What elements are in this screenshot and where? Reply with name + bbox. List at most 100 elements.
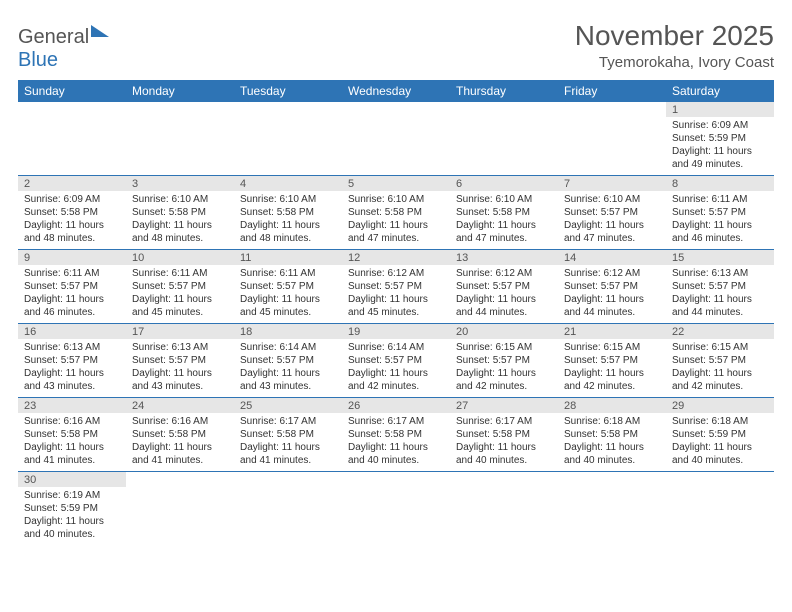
day-number: 24 [132, 400, 144, 412]
day-number: 6 [456, 178, 462, 190]
day-daylight1: Daylight: 11 hours [348, 219, 444, 232]
day-content-cell: Sunrise: 6:11 AMSunset: 5:57 PMDaylight:… [18, 265, 126, 324]
day-number: 13 [456, 252, 468, 264]
day-content-cell: Sunrise: 6:12 AMSunset: 5:57 PMDaylight:… [558, 265, 666, 324]
day-daylight1: Daylight: 11 hours [672, 293, 768, 306]
day-daylight1: Daylight: 11 hours [456, 293, 552, 306]
day-number: 5 [348, 178, 354, 190]
day-number: 16 [24, 326, 36, 338]
day-sunset: Sunset: 5:58 PM [240, 428, 336, 441]
day-daylight2: and 47 minutes. [564, 232, 660, 245]
day-daylight1: Daylight: 11 hours [456, 367, 552, 380]
day-daylight2: and 40 minutes. [24, 528, 120, 541]
day-sunset: Sunset: 5:58 PM [456, 206, 552, 219]
day-sunrise: Sunrise: 6:11 AM [240, 267, 336, 280]
day-number: 14 [564, 252, 576, 264]
logo-sail-icon [91, 25, 109, 37]
day-number: 4 [240, 178, 246, 190]
day-daylight1: Daylight: 11 hours [456, 441, 552, 454]
day-daylight2: and 41 minutes. [24, 454, 120, 467]
day-daylight2: and 42 minutes. [456, 380, 552, 393]
day-sunset: Sunset: 5:59 PM [672, 132, 768, 145]
day-content-cell: Sunrise: 6:16 AMSunset: 5:58 PMDaylight:… [18, 413, 126, 472]
day-number-cell: 29 [666, 398, 774, 414]
day-sunset: Sunset: 5:57 PM [240, 354, 336, 367]
day-number: 8 [672, 178, 678, 190]
day-sunrise: Sunrise: 6:18 AM [672, 415, 768, 428]
day-header: Wednesday [342, 80, 450, 102]
day-sunrise: Sunrise: 6:15 AM [564, 341, 660, 354]
day-sunrise: Sunrise: 6:09 AM [24, 193, 120, 206]
day-number: 18 [240, 326, 252, 338]
day-sunrise: Sunrise: 6:14 AM [348, 341, 444, 354]
day-sunset: Sunset: 5:57 PM [564, 354, 660, 367]
day-number-cell: 8 [666, 176, 774, 192]
day-number-cell [234, 102, 342, 117]
day-number: 19 [348, 326, 360, 338]
day-daylight2: and 43 minutes. [132, 380, 228, 393]
day-sunrise: Sunrise: 6:11 AM [24, 267, 120, 280]
day-content-cell: Sunrise: 6:15 AMSunset: 5:57 PMDaylight:… [450, 339, 558, 398]
day-header-row: Sunday Monday Tuesday Wednesday Thursday… [18, 80, 774, 102]
day-number-cell [342, 102, 450, 117]
day-sunrise: Sunrise: 6:12 AM [348, 267, 444, 280]
day-daylight2: and 43 minutes. [240, 380, 336, 393]
day-daylight1: Daylight: 11 hours [564, 293, 660, 306]
title-block: November 2025 Tyemorokaha, Ivory Coast [575, 20, 774, 71]
day-sunrise: Sunrise: 6:11 AM [672, 193, 768, 206]
day-sunrise: Sunrise: 6:16 AM [24, 415, 120, 428]
day-number-cell: 1 [666, 102, 774, 117]
day-daylight2: and 41 minutes. [132, 454, 228, 467]
day-number-cell [18, 102, 126, 117]
day-content-cell [234, 117, 342, 176]
logo: General Blue [18, 26, 109, 72]
day-number: 9 [24, 252, 30, 264]
day-header: Monday [126, 80, 234, 102]
day-number-cell: 14 [558, 250, 666, 266]
day-sunrise: Sunrise: 6:14 AM [240, 341, 336, 354]
day-number-cell: 6 [450, 176, 558, 192]
day-content-cell [126, 117, 234, 176]
day-daylight2: and 46 minutes. [672, 232, 768, 245]
day-sunset: Sunset: 5:57 PM [672, 354, 768, 367]
day-sunset: Sunset: 5:58 PM [348, 206, 444, 219]
day-content-cell: Sunrise: 6:15 AMSunset: 5:57 PMDaylight:… [558, 339, 666, 398]
day-daylight2: and 40 minutes. [672, 454, 768, 467]
day-content-cell [18, 117, 126, 176]
day-daylight1: Daylight: 11 hours [132, 219, 228, 232]
day-header: Sunday [18, 80, 126, 102]
day-daylight1: Daylight: 11 hours [672, 219, 768, 232]
day-sunrise: Sunrise: 6:09 AM [672, 119, 768, 132]
day-number-cell [558, 102, 666, 117]
day-number: 1 [672, 104, 678, 116]
day-sunrise: Sunrise: 6:17 AM [240, 415, 336, 428]
day-number: 21 [564, 326, 576, 338]
day-sunrise: Sunrise: 6:18 AM [564, 415, 660, 428]
day-daylight1: Daylight: 11 hours [240, 367, 336, 380]
day-sunset: Sunset: 5:57 PM [564, 206, 660, 219]
day-daylight1: Daylight: 11 hours [672, 367, 768, 380]
day-daylight2: and 46 minutes. [24, 306, 120, 319]
day-sunset: Sunset: 5:57 PM [672, 280, 768, 293]
day-sunrise: Sunrise: 6:10 AM [348, 193, 444, 206]
day-number: 27 [456, 400, 468, 412]
day-content-cell: Sunrise: 6:10 AMSunset: 5:58 PMDaylight:… [450, 191, 558, 250]
day-daylight1: Daylight: 11 hours [348, 293, 444, 306]
day-header: Tuesday [234, 80, 342, 102]
day-sunset: Sunset: 5:58 PM [24, 206, 120, 219]
day-daylight2: and 45 minutes. [240, 306, 336, 319]
day-number: 23 [24, 400, 36, 412]
day-sunrise: Sunrise: 6:13 AM [132, 341, 228, 354]
day-number: 11 [240, 252, 251, 264]
day-content-cell: Sunrise: 6:11 AMSunset: 5:57 PMDaylight:… [234, 265, 342, 324]
calendar-table: Sunday Monday Tuesday Wednesday Thursday… [18, 80, 774, 545]
day-number-cell: 7 [558, 176, 666, 192]
day-sunrise: Sunrise: 6:10 AM [132, 193, 228, 206]
day-daylight2: and 42 minutes. [564, 380, 660, 393]
day-sunset: Sunset: 5:57 PM [672, 206, 768, 219]
week-daynum-row: 30 [18, 472, 774, 488]
day-sunset: Sunset: 5:57 PM [456, 354, 552, 367]
day-daylight1: Daylight: 11 hours [564, 441, 660, 454]
day-content-cell [342, 117, 450, 176]
day-number: 28 [564, 400, 576, 412]
